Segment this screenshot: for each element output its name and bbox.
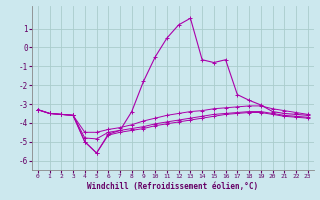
X-axis label: Windchill (Refroidissement éolien,°C): Windchill (Refroidissement éolien,°C)	[87, 182, 258, 191]
